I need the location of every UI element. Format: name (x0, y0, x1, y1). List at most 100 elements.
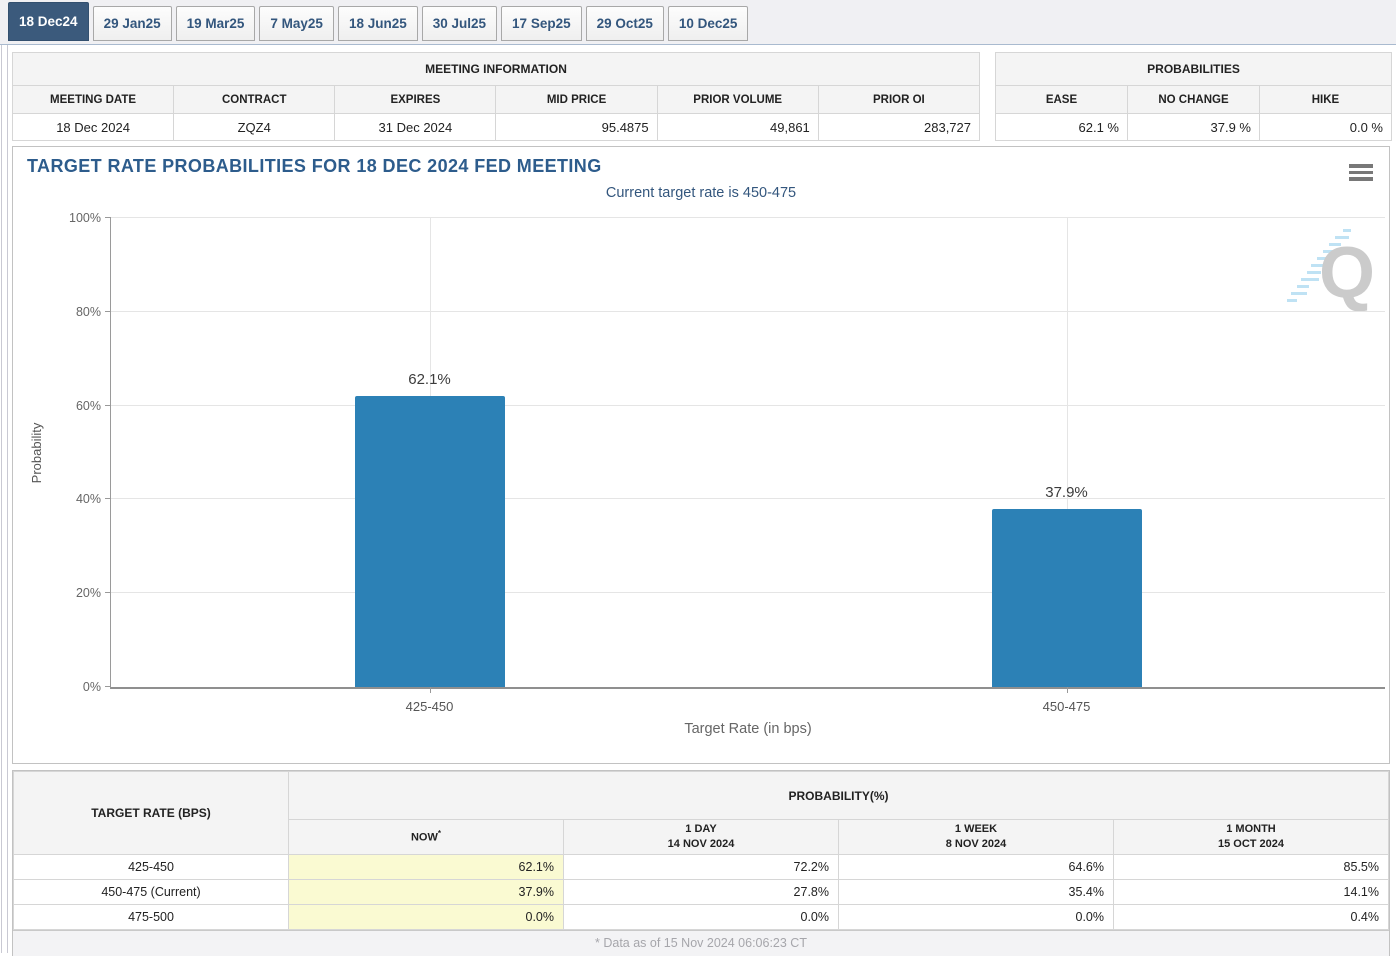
y-gridline (111, 310, 1385, 312)
date-tab-7-may25[interactable]: 7 May25 (259, 6, 334, 41)
1-day-column-header: 1 DAY 14 NOV 2024 (563, 819, 839, 855)
x-tick-mark (429, 687, 431, 693)
history-cell: 14.1% (1113, 879, 1389, 905)
expires-value: 31 Dec 2024 (334, 113, 497, 141)
prior-oi-header: PRIOR OI (817, 85, 981, 114)
history-cell: 72.2% (563, 854, 839, 880)
y-tick-label: 0% (82, 680, 101, 694)
y-gridline (111, 217, 1385, 218)
expires-header: EXPIRES (334, 85, 497, 114)
target-rate-label: 450-475 (Current) (13, 879, 289, 905)
date-tab-17-sep25[interactable]: 17 Sep25 (501, 6, 582, 41)
meeting-information-table: MEETING INFORMATION MEETING DATE CONTRACT… (11, 52, 981, 141)
column-header-line1: 1 DAY (565, 822, 838, 837)
contract-value: ZQZ4 (173, 113, 336, 141)
y-tick-mark (105, 310, 111, 312)
probability-bar-450-475[interactable] (991, 509, 1142, 687)
no-change-header: NO CHANGE (1127, 85, 1260, 114)
contract-header: CONTRACT (173, 85, 336, 114)
prior-volume-value: 49,861 (656, 113, 819, 141)
column-header-line2: 14 NOV 2024 (667, 838, 735, 850)
y-tick-label: 20% (75, 586, 101, 601)
chart-title: TARGET RATE PROBABILITIES FOR 18 DEC 202… (27, 156, 602, 176)
y-gridline (111, 498, 1385, 500)
x-tick-label: 425-450 (405, 699, 454, 714)
svg-text:Q: Q (1319, 233, 1375, 313)
mid-price-value: 95.4875 (495, 113, 658, 141)
history-cell: 35.4% (838, 879, 1114, 905)
y-tick-mark (105, 686, 111, 687)
date-tab-10-dec25[interactable]: 10 Dec25 (667, 6, 749, 41)
target-rate-label: 475-500 (13, 904, 289, 930)
quikstrike-watermark-icon: Q (1287, 229, 1375, 313)
probability-bar-425-450[interactable] (354, 395, 505, 687)
column-header-text: 1 DAY (685, 823, 717, 836)
history-cell: 64.6% (838, 854, 1114, 880)
prior-volume-header: PRIOR VOLUME (656, 85, 819, 114)
column-header-line1: 1 WEEK (840, 822, 1113, 837)
column-header-line1: 1 MONTH (1115, 822, 1388, 837)
date-tab-18-dec24[interactable]: 18 Dec24 (8, 2, 89, 41)
meeting-information-title: MEETING INFORMATION (12, 52, 980, 86)
ease-value: 62.1 % (995, 113, 1128, 141)
data-asof-footnote: * Data as of 15 Nov 2024 06:06:23 CT (13, 930, 1389, 956)
y-gridline (111, 404, 1385, 406)
page-border-line (1, 45, 2, 953)
column-header-line2: 15 OCT 2024 (1217, 838, 1285, 850)
x-tick-label: 450-475 (1042, 699, 1091, 714)
y-axis-label: Probability (28, 422, 44, 483)
target-rate-chart-panel: TARGET RATE PROBABILITIES FOR 18 DEC 202… (12, 146, 1390, 764)
probability-group-header: PROBABILITY(%) (288, 771, 1389, 820)
history-row: 450-475 (Current) 37.9% 27.8% 35.4% 14.1% (13, 879, 1389, 905)
history-row: 425-450 62.1% 72.2% 64.6% 85.5% (13, 854, 1389, 880)
history-cell: 0.4% (1113, 904, 1389, 930)
date-tab-19-mar25[interactable]: 19 Mar25 (175, 6, 256, 41)
column-header-text: 1 WEEK (954, 823, 998, 836)
column-header-line2: 8 NOV 2024 (945, 838, 1007, 850)
page-border-line (7, 45, 8, 953)
hike-header: HIKE (1259, 85, 1392, 114)
y-tick-label: 100% (69, 211, 101, 225)
probability-history-table: TARGET RATE (BPS) PROBABILITY(%) NOW* 1 D… (12, 770, 1390, 956)
chart-subtitle: Current target rate is 450-475 (605, 185, 797, 201)
x-tick-mark (1066, 687, 1068, 693)
ease-header: EASE (995, 85, 1128, 114)
date-tab-30-jul25[interactable]: 30 Jul25 (421, 6, 498, 41)
meeting-date-header: MEETING DATE (11, 85, 175, 114)
1-month-column-header: 1 MONTH 15 OCT 2024 (1113, 819, 1389, 855)
history-cell: 0.0% (563, 904, 839, 930)
probabilities-summary-table: PROBABILITIES EASE NO CHANGE HIKE 62.1 % 37… (995, 52, 1392, 141)
x-axis-label: Target Rate (in bps) (684, 721, 812, 737)
date-tab-29-oct25[interactable]: 29 Oct25 (585, 6, 664, 41)
target-rate-bps-header: TARGET RATE (BPS) (13, 771, 289, 855)
y-tick-mark (105, 592, 111, 594)
history-row: 475-500 0.0% 0.0% 0.0% 0.4% (13, 904, 1389, 930)
1-week-column-header: 1 WEEK 8 NOV 2024 (838, 819, 1114, 855)
history-cell: 85.5% (1113, 854, 1389, 880)
hamburger-menu-icon[interactable] (1349, 164, 1373, 184)
now-column-header: NOW* (288, 819, 564, 855)
history-cell: 37.9% (288, 879, 564, 905)
date-tab-18-jun25[interactable]: 18 Jun25 (337, 6, 418, 41)
no-change-value: 37.9 % (1127, 113, 1260, 141)
column-header-text: NOW (410, 831, 438, 844)
prior-oi-value: 283,727 (817, 113, 981, 141)
date-tab-29-jan25[interactable]: 29 Jan25 (92, 6, 172, 41)
column-header-line1: NOW* (290, 828, 563, 846)
probabilities-title: PROBABILITIES (995, 52, 1392, 86)
y-tick-mark (105, 404, 111, 406)
x-gridline (1066, 218, 1068, 687)
history-cell: 0.0% (288, 904, 564, 930)
column-header-text: 1 MONTH (1226, 823, 1276, 836)
y-tick-mark (105, 217, 111, 218)
history-cell: 0.0% (838, 904, 1114, 930)
y-tick-label: 40% (75, 492, 101, 507)
hike-value: 0.0 % (1259, 113, 1392, 141)
target-rate-label: 425-450 (13, 854, 289, 880)
footnote-asterisk: * (437, 828, 441, 838)
y-tick-label: 80% (75, 304, 101, 319)
bar-value-label: 37.9% (1045, 484, 1088, 502)
y-gridline (111, 592, 1385, 594)
meeting-date-tab-bar: 18 Dec24 29 Jan25 19 Mar25 7 May25 18 Jun25 3… (0, 0, 1396, 45)
history-cell: 27.8% (563, 879, 839, 905)
